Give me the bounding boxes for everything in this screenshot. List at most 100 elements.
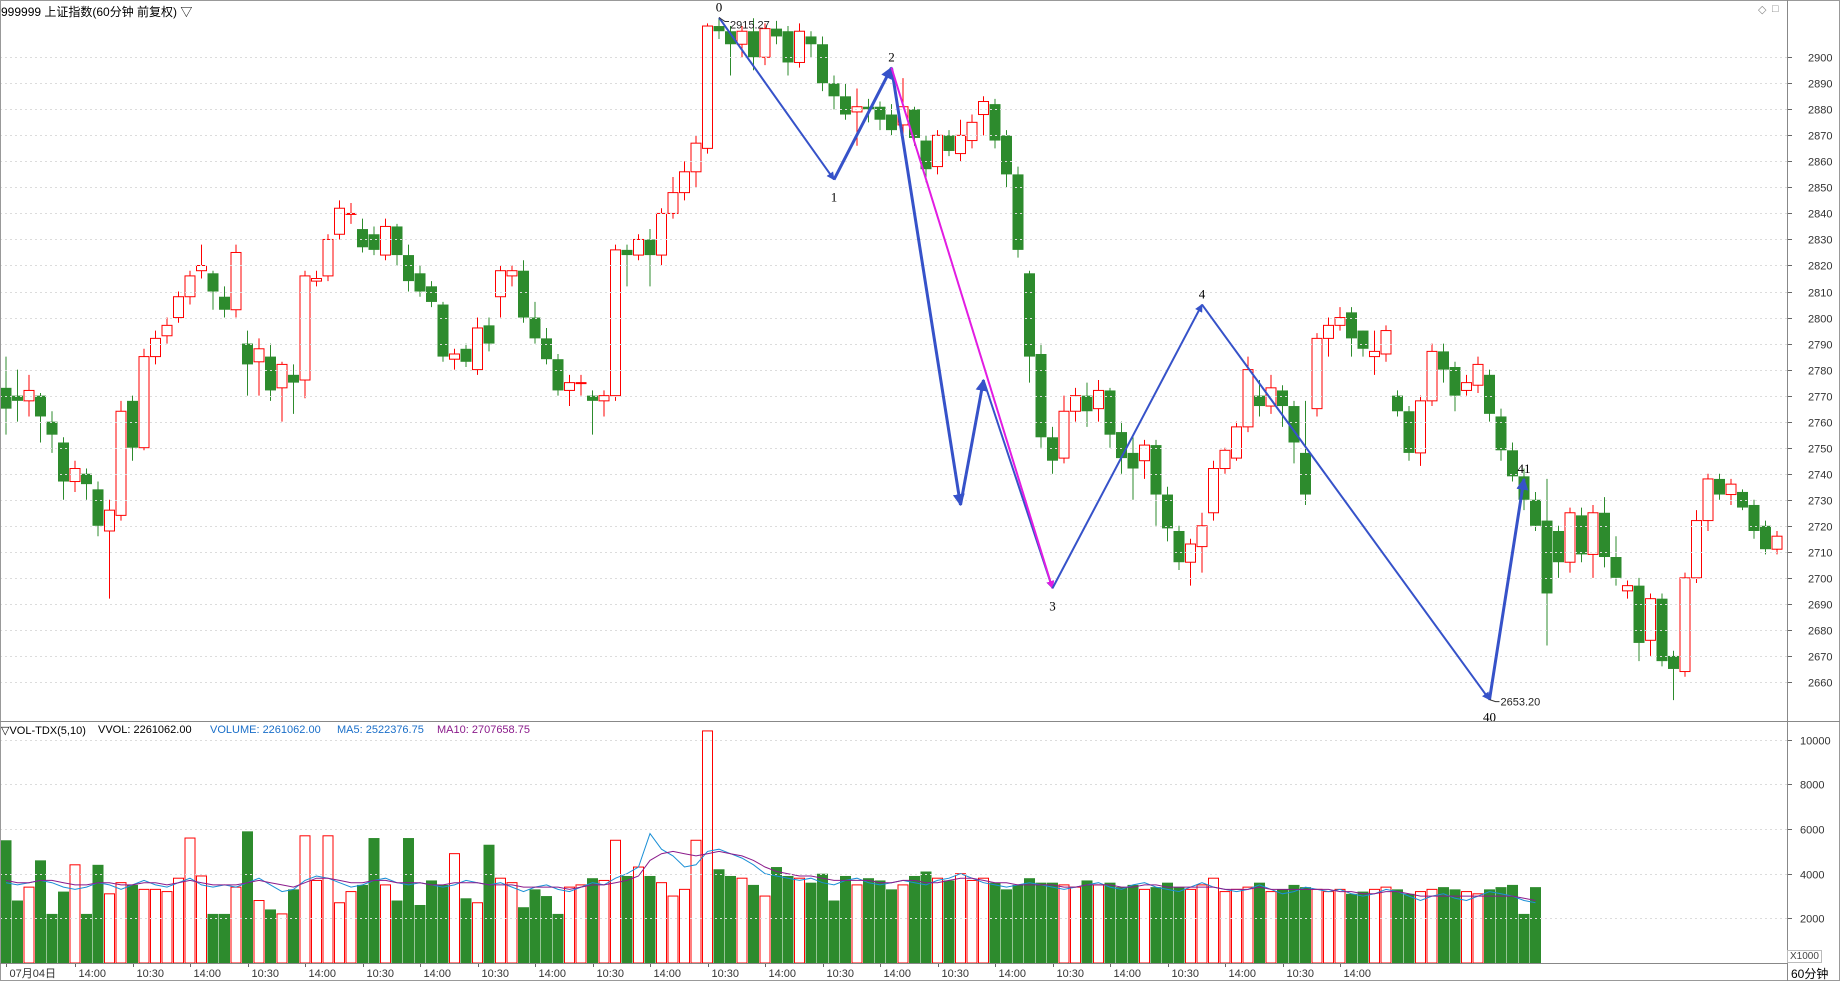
candle-body: [1484, 374, 1495, 414]
volume-bar: [299, 835, 311, 964]
chart-title[interactable]: 999999 上证指数(60分钟 前复权) ▽: [1, 5, 193, 19]
candle-body: [702, 25, 713, 149]
candle-body: [1599, 512, 1610, 558]
candle-body: [1702, 478, 1714, 522]
candle: [403, 244, 414, 292]
candle: [81, 468, 92, 500]
candle: [828, 75, 840, 110]
candle: [782, 26, 794, 76]
candle-body: [805, 36, 817, 45]
candle: [311, 270, 322, 287]
volume-bar: [782, 875, 794, 963]
candle-body: [161, 324, 173, 337]
wave-arrow: [959, 378, 988, 506]
price-tick-label: 2770: [1808, 392, 1832, 404]
candle-body: [713, 26, 725, 32]
candle: [426, 281, 437, 308]
price-panel[interactable]: [0, 18, 1783, 701]
candle: [1714, 473, 1725, 500]
candle-body: [127, 400, 138, 448]
candle-body: [173, 296, 184, 319]
candle: [1139, 439, 1150, 479]
volume-bar: [1461, 891, 1472, 964]
candle-body: [299, 275, 311, 381]
volume-bar: [265, 909, 276, 963]
candle-body: [1576, 515, 1587, 555]
candle-body: [564, 382, 575, 391]
volume-panel[interactable]: [0, 730, 1542, 964]
volume-bar: [840, 875, 851, 963]
candle-body: [1737, 491, 1748, 508]
time-tick-label: 10:30: [1057, 968, 1085, 980]
candle: [1231, 421, 1242, 461]
candle: [1323, 317, 1334, 357]
candle: [1392, 390, 1403, 417]
price-tick-label: 2890: [1808, 79, 1832, 91]
candle-body: [1093, 389, 1104, 410]
volume-bar: [138, 888, 150, 964]
candle-body: [863, 106, 874, 110]
candle-body: [230, 251, 242, 311]
volume-bar: [1162, 882, 1173, 963]
price-tick-label: 2790: [1808, 340, 1832, 352]
wave-label: 3: [1049, 598, 1056, 613]
candle-body: [1587, 512, 1599, 555]
candle-body: [506, 270, 518, 277]
candle: [1426, 343, 1438, 407]
candle: [1737, 489, 1748, 511]
candle-body: [1438, 351, 1449, 370]
time-tick-label: 14:00: [769, 968, 797, 980]
candle: [564, 374, 575, 407]
price-tick-label: 2700: [1808, 574, 1832, 586]
candle: [1093, 380, 1104, 422]
candle-body: [1127, 452, 1139, 469]
volume-bar: [1369, 888, 1380, 964]
volume-bar: [414, 904, 426, 963]
volume-bar: [368, 838, 380, 963]
candle: [1748, 499, 1760, 539]
candle: [0, 356, 12, 435]
candle: [219, 286, 230, 318]
volume-bar: [1323, 891, 1334, 964]
indicator-name[interactable]: ▽VOL-TDX(5,10): [1, 725, 86, 737]
volume-bar: [127, 884, 138, 963]
candle-body: [403, 255, 414, 282]
volume-bar: [874, 880, 886, 963]
volume-bar: [748, 884, 759, 963]
candle: [161, 317, 173, 344]
candle-body: [242, 343, 253, 365]
volume-bar: [541, 896, 552, 963]
volume-bar: [242, 831, 253, 963]
candle-body: [1610, 557, 1622, 578]
price-tick-label: 2750: [1808, 444, 1832, 456]
candle-body: [207, 273, 219, 292]
candle-body: [219, 296, 230, 310]
candle-body: [759, 28, 771, 58]
volume-bar: [667, 895, 679, 964]
candle-body: [1162, 494, 1173, 529]
volume-bar: [403, 838, 414, 963]
volume-bar: [1150, 887, 1162, 963]
volume-bar: [1035, 882, 1047, 963]
candle-body: [1185, 543, 1196, 563]
volume-bar: [690, 839, 702, 964]
period-selector[interactable]: 60分钟: [1791, 967, 1829, 981]
price-tick-label: 2710: [1808, 548, 1832, 560]
wave-label: 4: [1199, 287, 1206, 302]
candle: [529, 301, 541, 344]
volume-bar: [1495, 887, 1507, 963]
candle-body: [1196, 525, 1208, 548]
volume-bar: [1081, 880, 1093, 963]
restore-icon[interactable]: □: [1772, 3, 1779, 15]
candle: [173, 291, 184, 323]
candle-body: [690, 142, 702, 173]
candle: [1127, 437, 1139, 500]
candle: [334, 200, 345, 240]
diamond-icon[interactable]: ◇: [1758, 4, 1767, 16]
candle: [1622, 580, 1633, 599]
volume-bar: [58, 891, 69, 963]
volume-bar: [564, 886, 575, 964]
candle-body: [656, 212, 667, 256]
candle-body: [518, 270, 529, 318]
